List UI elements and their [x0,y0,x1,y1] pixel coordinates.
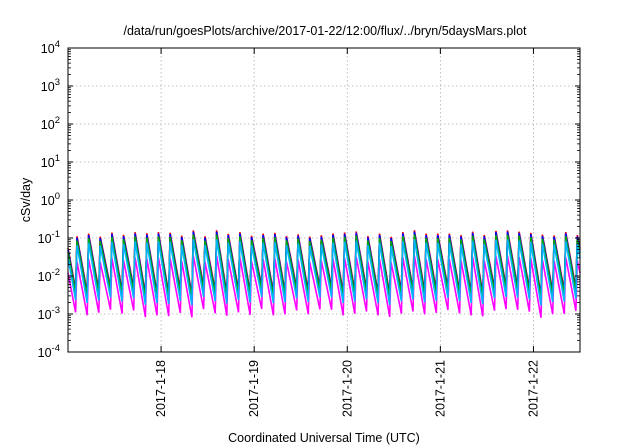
x-axis: 2017-1-18 2017-1-19 2017-1-20 2017-1-21 2017… [154,48,540,417]
x-tick-label: 2017-1-19 [247,360,261,417]
y-tick-label: 102 [41,115,60,132]
y-tick-label: 100 [41,191,60,208]
y-tick-label: 10-1 [38,229,60,246]
x-tick-label: 2017-1-18 [154,360,168,417]
x-tick-label: 2017-1-21 [433,360,447,417]
y-axis-label: cSv/day [19,177,33,222]
data-lines [67,230,581,318]
y-tick-label: 101 [41,153,60,170]
x-tick-label: 2017-1-20 [340,360,354,417]
series-line [67,255,581,318]
y-tick-label: 10-2 [38,267,60,284]
y-tick-label: 104 [41,39,60,56]
y-tick-label: 10-3 [38,305,60,322]
x-axis-label: Coordinated Universal Time (UTC) [228,431,420,445]
y-tick-label: 103 [41,77,60,94]
y-tick-label: 10-4 [38,343,60,360]
series-line [67,239,581,306]
series-line [67,234,581,299]
chart-title: /data/run/goesPlots/archive/2017-01-22/1… [123,24,527,38]
y-axis: 10-4 10-3 10-2 10-1 100 101 102 103 104 [38,39,580,360]
x-tick-label: 2017-1-22 [526,360,540,417]
grid [68,48,580,352]
